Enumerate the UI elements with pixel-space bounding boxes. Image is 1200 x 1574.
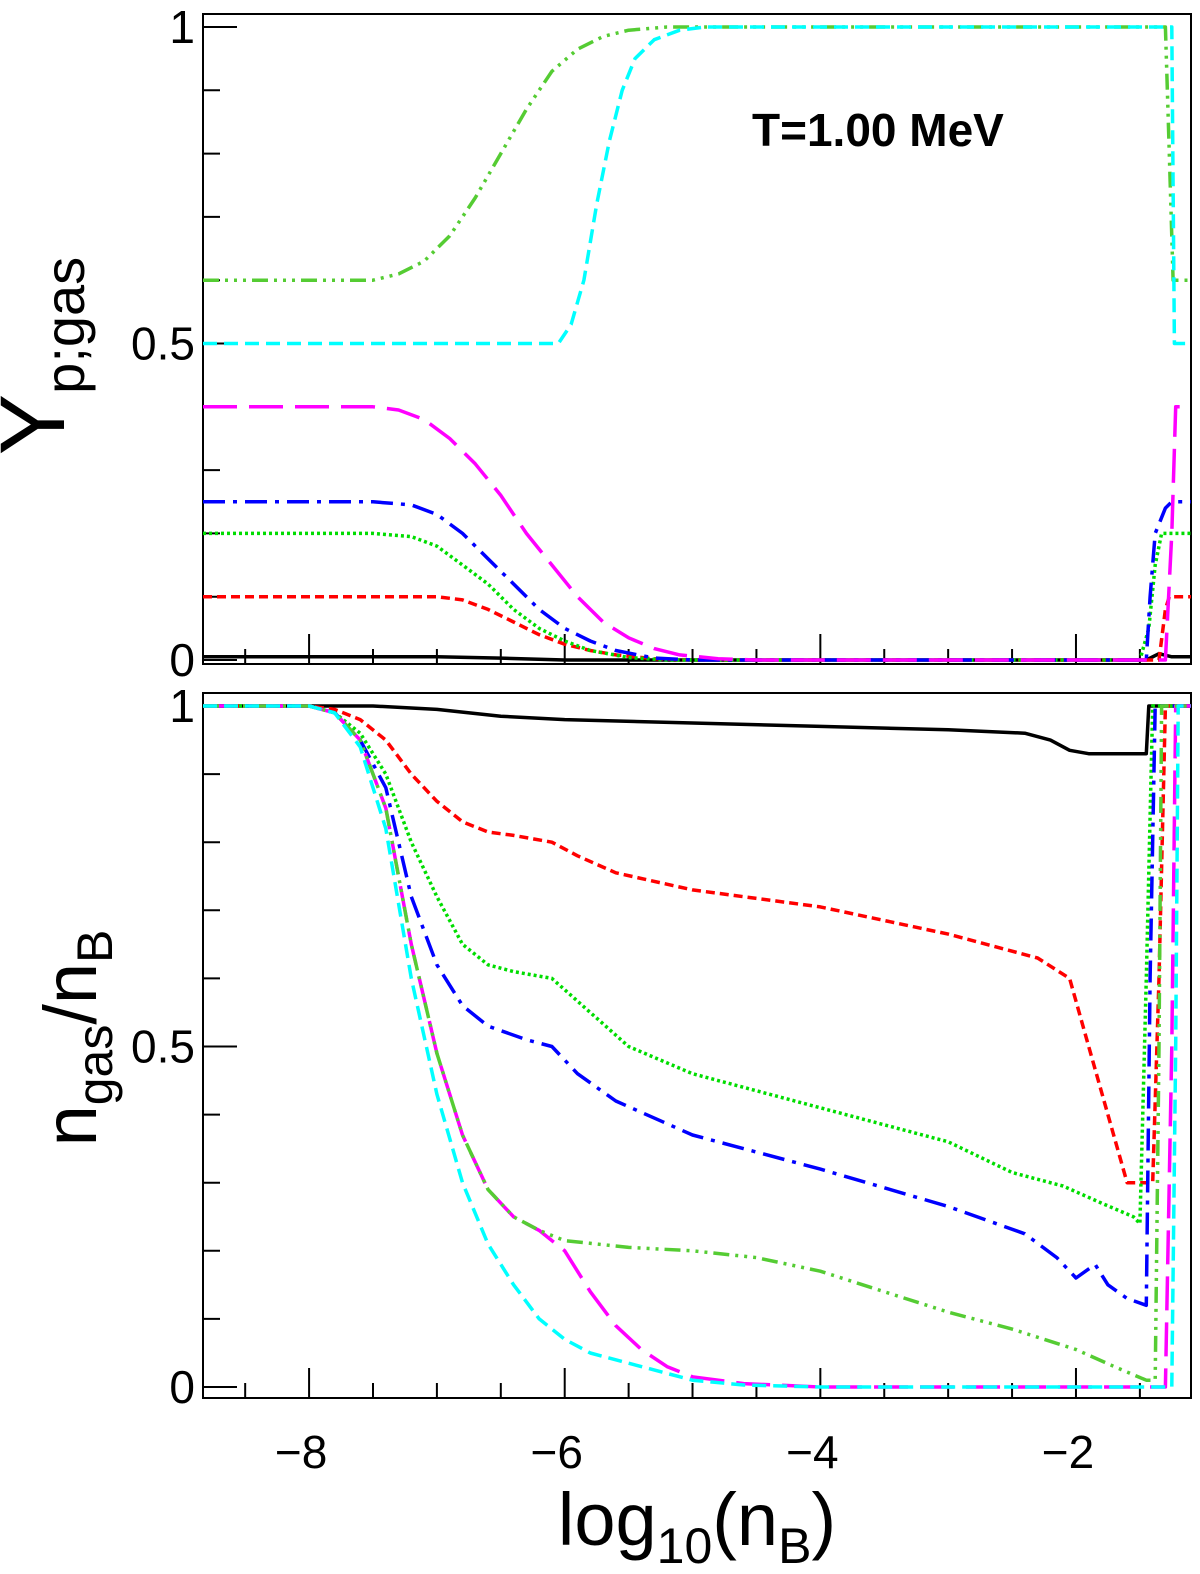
bottom-ylabel-sub1: gas bbox=[67, 1025, 123, 1106]
top-series bbox=[203, 25, 1191, 662]
series-line bbox=[203, 704, 1191, 1389]
series-line bbox=[203, 704, 1191, 1308]
top-y-axis-label: Yp;gas bbox=[0, 257, 96, 455]
series-line bbox=[203, 405, 1191, 662]
series-line bbox=[203, 704, 1191, 1389]
panel-top: 0 0.5 1 T=1.00 MeV Yp;gas bbox=[0, 1, 1192, 686]
temperature-annotation: T=1.00 MeV bbox=[752, 104, 1004, 156]
svg-text:ngas/nB: ngas/nB bbox=[29, 930, 123, 1147]
x-axis-label: log10(nB) bbox=[558, 1478, 836, 1574]
bottom-plot-frame bbox=[202, 692, 1192, 1399]
xlabel-sub2: B bbox=[778, 1518, 811, 1574]
bottom-y-axis-label: ngas/nB bbox=[29, 930, 123, 1147]
x-tick-label: −2 bbox=[1042, 1426, 1094, 1478]
series-line bbox=[203, 704, 1191, 1226]
bottom-series bbox=[203, 704, 1191, 1389]
series-line bbox=[203, 704, 1191, 756]
top-ylabel-sub: p;gas bbox=[33, 257, 96, 394]
xlabel-close: ) bbox=[811, 1478, 836, 1561]
series-line bbox=[203, 531, 1191, 662]
series-line bbox=[203, 25, 1191, 346]
svg-text:Yp;gas: Yp;gas bbox=[0, 257, 96, 455]
x-tick-label: −8 bbox=[275, 1426, 327, 1478]
series-line bbox=[203, 704, 1191, 1382]
y-tick-label: 0 bbox=[169, 1361, 195, 1413]
panel-bottom: 00.51−8 −6 −4 −2 ngas/nB log10(nB) bbox=[29, 680, 1192, 1574]
y-tick-label: 1 bbox=[169, 1, 195, 53]
series-line bbox=[203, 594, 1191, 662]
bottom-ylabel-main: n bbox=[29, 1105, 112, 1146]
xlabel-main: log bbox=[558, 1478, 657, 1561]
bottom-ylabel-sub2: B bbox=[67, 930, 123, 963]
series-line bbox=[203, 25, 1191, 282]
x-tick-label: −6 bbox=[530, 1426, 582, 1478]
bottom-ylabel-sep: /n bbox=[29, 963, 112, 1025]
y-tick-label: 0 bbox=[169, 634, 195, 686]
top-ylabel-main: Y bbox=[0, 394, 84, 455]
xlabel-sub: 10 bbox=[657, 1518, 713, 1574]
y-tick-label: 0.5 bbox=[131, 1021, 195, 1073]
y-tick-label: 0.5 bbox=[131, 318, 195, 370]
series-line bbox=[203, 704, 1191, 1185]
top-plot-frame bbox=[202, 13, 1192, 665]
xlabel-rest: (n bbox=[712, 1478, 778, 1561]
x-tick-label: −4 bbox=[786, 1426, 838, 1478]
y-tick-label: 1 bbox=[169, 680, 195, 732]
series-line bbox=[203, 500, 1191, 662]
svg-text:log10(nB): log10(nB) bbox=[558, 1478, 836, 1574]
bottom-axes: 0 0.5 1 −8 −6 −4 −2 bbox=[131, 680, 1141, 1478]
